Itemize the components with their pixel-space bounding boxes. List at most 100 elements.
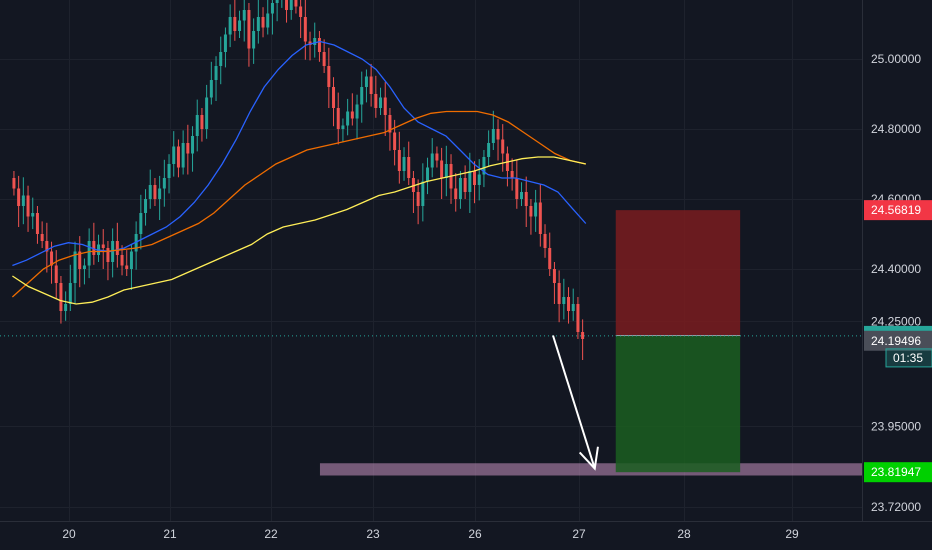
candle-body bbox=[317, 38, 321, 52]
price-tag-label: 23.81947 bbox=[871, 465, 921, 479]
candle-body bbox=[115, 241, 119, 255]
take-profit-zone[interactable] bbox=[615, 335, 741, 473]
candle-body bbox=[31, 213, 35, 217]
candle-body bbox=[247, 10, 251, 49]
candle-body bbox=[78, 251, 82, 269]
candle-body bbox=[567, 297, 571, 311]
candle-body bbox=[17, 188, 21, 206]
candle-body bbox=[510, 171, 514, 178]
candle-body bbox=[186, 143, 190, 154]
time-axis[interactable]: 20 21 22 23 26 27 28 29 bbox=[62, 527, 799, 541]
candle-body bbox=[92, 241, 96, 255]
candle-body bbox=[515, 178, 519, 199]
candle-body bbox=[59, 283, 63, 311]
time-tick-label: 22 bbox=[264, 527, 278, 541]
price-tag-label: 24.56819 bbox=[871, 203, 921, 217]
candle-body bbox=[129, 251, 133, 269]
candle-body bbox=[200, 115, 204, 129]
candlestick-series bbox=[12, 0, 585, 360]
candle-body bbox=[407, 157, 411, 178]
candle-body bbox=[411, 178, 415, 192]
moving-average-lines bbox=[11, 40, 587, 305]
candle-body bbox=[82, 265, 86, 269]
candle-body bbox=[520, 192, 524, 199]
candle-body bbox=[275, 0, 279, 3]
candle-body bbox=[242, 10, 246, 21]
candle-body bbox=[256, 17, 260, 31]
candle-body bbox=[158, 188, 162, 199]
time-tick-label: 23 bbox=[366, 527, 380, 541]
arrow-shaft[interactable] bbox=[552, 335, 596, 469]
candle-body bbox=[40, 234, 44, 241]
candle-body bbox=[435, 153, 439, 161]
price-tick-label: 23.95000 bbox=[871, 420, 921, 434]
time-tick-label: 21 bbox=[163, 527, 177, 541]
candle-body bbox=[552, 269, 556, 283]
candle-body bbox=[491, 129, 495, 143]
price-tick-label: 24.80000 bbox=[871, 122, 921, 136]
price-tag-box bbox=[864, 330, 932, 351]
price-tag-label: 24.19496 bbox=[871, 334, 921, 348]
candle-body bbox=[54, 265, 58, 283]
time-tick-label: 26 bbox=[468, 527, 482, 541]
candle-body bbox=[369, 76, 373, 94]
candle-body bbox=[557, 283, 561, 304]
candle-body bbox=[26, 195, 30, 217]
candle-body bbox=[195, 115, 199, 136]
time-tick-label: 27 bbox=[572, 527, 586, 541]
candle-body bbox=[426, 167, 430, 182]
candle-body bbox=[327, 66, 331, 87]
candle-body bbox=[468, 171, 472, 192]
candle-body bbox=[238, 20, 242, 31]
moving-average-line bbox=[11, 110, 586, 298]
candle-body bbox=[125, 265, 129, 269]
candle-body bbox=[463, 178, 467, 192]
candle-body bbox=[454, 188, 458, 199]
candle-body bbox=[538, 202, 542, 234]
candle-body bbox=[534, 202, 538, 217]
price-tick-label: 25.00000 bbox=[871, 52, 921, 66]
candle-body bbox=[440, 160, 444, 178]
candle-body bbox=[487, 143, 491, 157]
candle-body bbox=[120, 255, 124, 266]
candle-body bbox=[233, 17, 237, 31]
price-axis[interactable]: 25.0000024.8000024.6000024.4000024.25000… bbox=[871, 52, 921, 514]
candle-body bbox=[68, 283, 72, 304]
candle-body bbox=[393, 132, 397, 150]
candle-body bbox=[581, 332, 585, 339]
candle-body bbox=[294, 0, 298, 7]
candle-body bbox=[270, 3, 274, 14]
candle-body bbox=[223, 34, 227, 52]
down-arrow-annotation[interactable] bbox=[552, 335, 599, 471]
stop-loss-zone[interactable] bbox=[615, 210, 741, 336]
candle-body bbox=[45, 241, 49, 252]
candle-body bbox=[416, 192, 420, 206]
candle-body bbox=[144, 199, 148, 213]
candle-body bbox=[482, 157, 486, 175]
candle-body bbox=[501, 139, 505, 154]
candle-body bbox=[172, 146, 176, 164]
candle-body bbox=[64, 304, 68, 311]
short-position-tool[interactable] bbox=[615, 210, 741, 473]
candle-body bbox=[322, 52, 326, 66]
candle-body bbox=[313, 38, 317, 45]
candle-body bbox=[548, 248, 552, 269]
countdown-box bbox=[885, 348, 932, 368]
candle-body bbox=[191, 136, 195, 154]
candle-body bbox=[101, 244, 105, 248]
candle-body bbox=[529, 206, 533, 217]
candle-body bbox=[388, 115, 392, 133]
candle-body bbox=[576, 304, 580, 332]
candle-body bbox=[360, 87, 364, 105]
candle-body bbox=[181, 143, 185, 168]
candle-body bbox=[21, 195, 25, 206]
candle-body bbox=[252, 31, 256, 49]
candle-body bbox=[50, 251, 54, 266]
candle-body bbox=[87, 241, 91, 266]
arrow-head[interactable] bbox=[578, 446, 599, 471]
candle-body bbox=[473, 171, 477, 185]
candle-body bbox=[397, 150, 401, 171]
